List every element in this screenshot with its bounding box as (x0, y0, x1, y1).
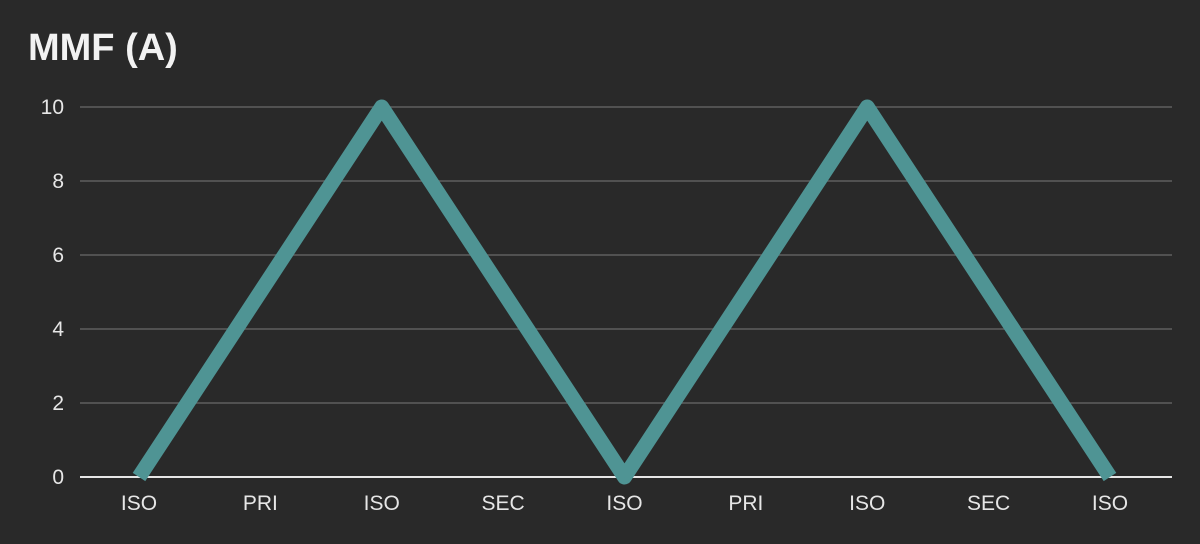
x-tick-label: ISO (121, 492, 157, 515)
x-tick-label: ISO (849, 492, 885, 515)
y-tick-label: 2 (52, 392, 64, 415)
y-tick-label: 0 (52, 466, 64, 489)
x-tick-label: ISO (364, 492, 400, 515)
x-tick-label: SEC (967, 492, 1010, 515)
y-tick-label: 4 (52, 318, 64, 341)
y-tick-label: 10 (41, 96, 64, 119)
y-tick-label: 8 (52, 170, 64, 193)
series-line (132, 99, 1117, 485)
y-tick-label: 6 (52, 244, 64, 267)
x-tick-label: SEC (482, 492, 525, 515)
x-tick-label: PRI (243, 492, 278, 515)
chart-title: MMF (A) (28, 27, 178, 69)
x-tick-label: ISO (606, 492, 642, 515)
x-tick-label: ISO (1092, 492, 1128, 515)
x-tick-label: PRI (728, 492, 763, 515)
